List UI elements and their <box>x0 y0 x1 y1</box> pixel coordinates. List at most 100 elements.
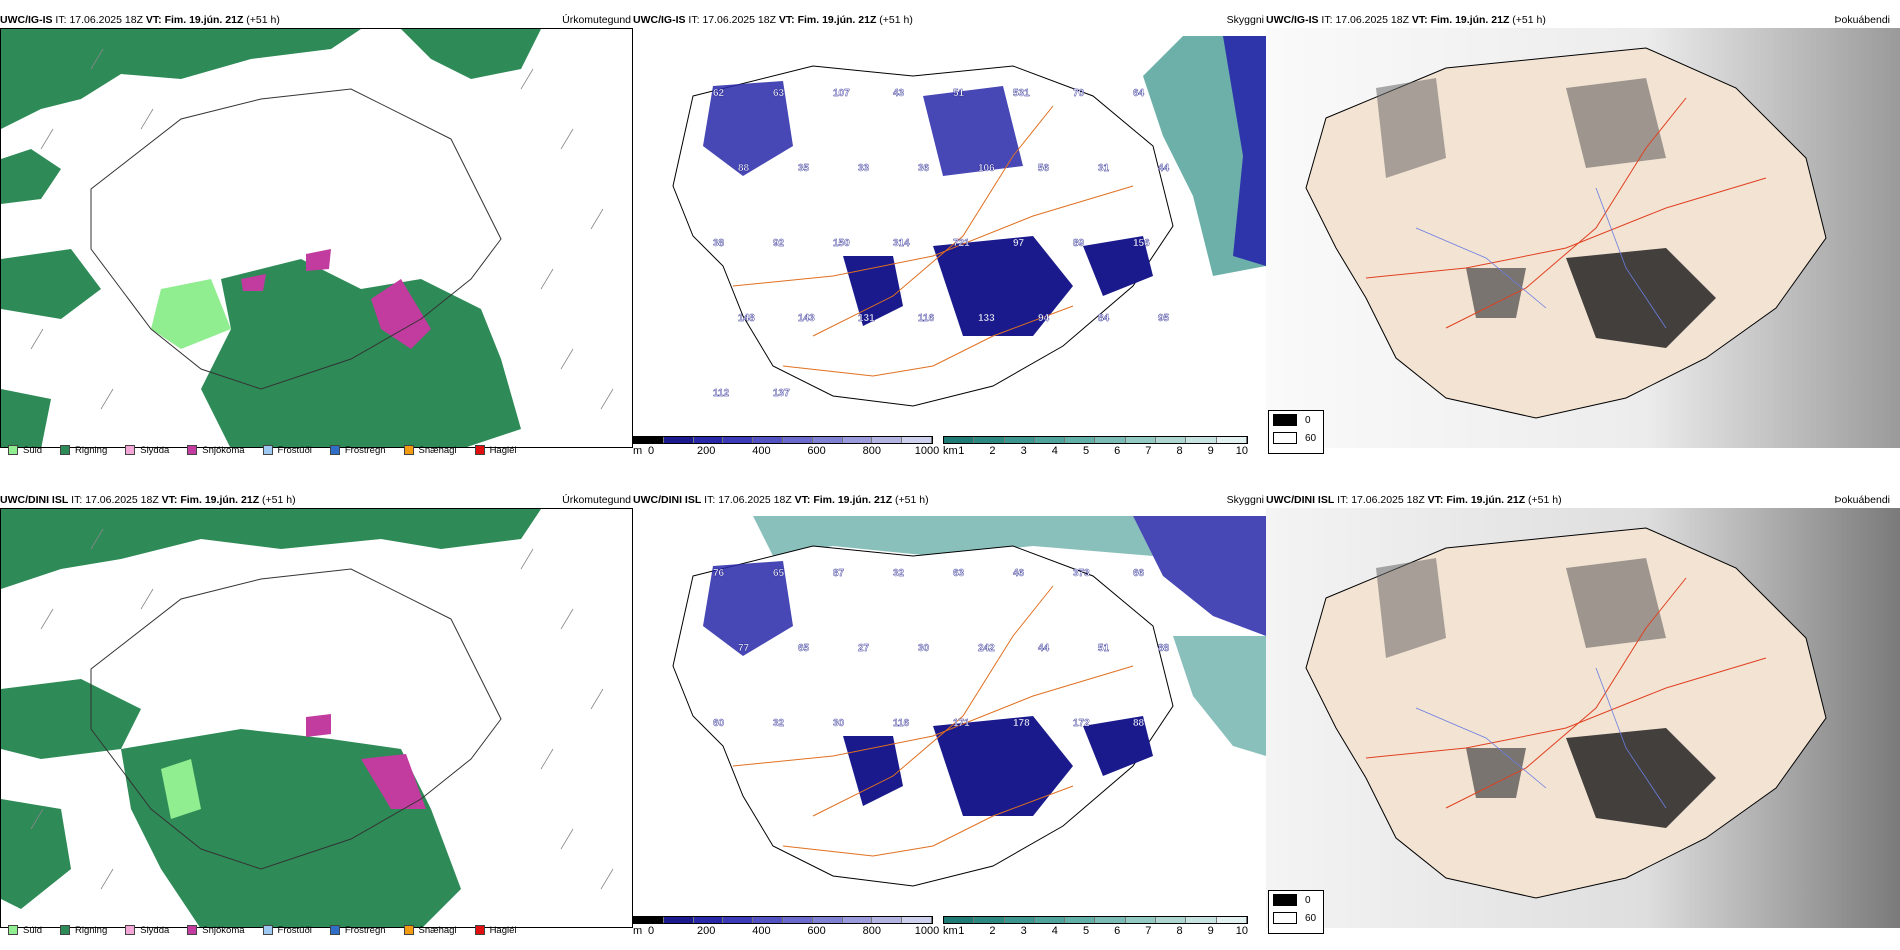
colorbar-tick-label: 10 <box>1235 925 1249 937</box>
colorbar-tick-label: 5 <box>1082 445 1090 457</box>
panel-title: Úrkomutegund <box>562 14 631 26</box>
cloud-base-label: 63 <box>953 568 965 579</box>
cloud-base-label: 64 <box>1133 88 1145 99</box>
panel-header: UWC/IG-IS IT: 17.06.2025 18Z VT: Fim. 19… <box>1266 14 1546 26</box>
cloud-base-label: 107 <box>833 88 850 99</box>
cloud-base-label: 44 <box>1038 643 1050 654</box>
colorbar-segment <box>753 437 783 443</box>
cloud-base-label: 62 <box>713 88 725 99</box>
cloud-base-colorbar: m 0 200 400 600 800 1000 <box>633 436 939 458</box>
cloud-base-label: 171 <box>953 718 970 729</box>
model-name: UWC/DINI ISL <box>633 494 702 506</box>
colorbar-tick-label: 9 <box>1207 925 1214 937</box>
colorbar-ticks: m 0 200 400 600 800 1000 <box>633 444 939 458</box>
cloud-base-label: 116 <box>893 718 910 729</box>
cloud-base-label: 156 <box>1133 238 1150 249</box>
colorbar-tick-label: 600 <box>807 445 826 457</box>
fog-legend: 0 60 <box>1268 410 1324 454</box>
legend-item-frostregn: Frostregn <box>329 445 386 456</box>
legend-item-slydda: Slydda <box>125 445 169 456</box>
colorbar-tick-label: 6 <box>1114 925 1121 937</box>
fog-swatch <box>1273 432 1297 444</box>
legend-swatch <box>187 445 198 455</box>
legend-item-slydda: Slydda <box>125 925 169 936</box>
colorbar-unit: m <box>633 445 643 457</box>
panel-header: UWC/DINI ISL IT: 17.06.2025 18Z VT: Fim.… <box>633 494 929 506</box>
legend-item-snaehagl: Snæhagl <box>403 445 457 456</box>
cloud-base-label: 30 <box>833 718 845 729</box>
cloud-base-label: 63 <box>773 88 785 99</box>
cloud-base-label: 76 <box>713 568 725 579</box>
colorbar-segment <box>663 917 694 923</box>
colorbar-segment <box>842 917 873 923</box>
colorbar-tick-label: 8 <box>1176 445 1183 457</box>
legend-item-snjokoma: Snjókoma <box>187 445 245 456</box>
precip-panel-top: UWC/IG-IS IT: 17.06.2025 18Z VT: Fim. 19… <box>0 12 633 464</box>
cloud-base-label: 131 <box>858 313 875 324</box>
colorbar-segment <box>753 917 783 923</box>
cloud-base-label: 106 <box>978 163 995 174</box>
cloud-base-label: 172 <box>1073 718 1090 729</box>
colorbar-tick-label: 400 <box>752 445 771 457</box>
precip-panel-bottom: UWC/DINI ISL IT: 17.06.2025 18Z VT: Fim.… <box>0 492 633 944</box>
fog-index-map <box>1266 28 1900 448</box>
cloud-base-map: 62 63 107 43 51 531 70 64 88 35 33 36 106 56 31 44 38 92 1… <box>633 36 1266 436</box>
cloud-base-label: 88 <box>1158 643 1170 654</box>
colorbar-segment <box>1216 917 1247 923</box>
colorbar-tick-label: 9 <box>1207 445 1214 457</box>
fog-legend-item: 60 <box>1269 909 1323 927</box>
fog-legend-item: 60 <box>1269 429 1323 447</box>
precip-legend: Súld Rigning Slydda Snjókoma Frostúði Fr… <box>0 920 633 940</box>
colorbar-segment <box>1216 437 1247 443</box>
colorbar-strip <box>943 916 1248 924</box>
cloud-base-label: 89 <box>1073 238 1085 249</box>
cloud-base-label: 35 <box>798 163 810 174</box>
vt-label: VT: <box>145 14 162 26</box>
cloud-base-label: 32 <box>893 568 905 579</box>
colorbar-tick-label: 4 <box>1051 925 1058 937</box>
colorbar-ticks: km 1 2 3 4 5 6 7 8 9 10 <box>943 924 1248 938</box>
cloud-base-label: 88 <box>1133 718 1145 729</box>
precip-type-map <box>0 508 633 928</box>
fog-legend-item: 0 <box>1269 411 1323 429</box>
cloud-base-label: 531 <box>1013 88 1030 99</box>
legend-swatch <box>125 445 136 455</box>
cloud-base-label: 133 <box>978 313 995 324</box>
cloud-base-label: 51 <box>953 88 965 99</box>
colorbar-segment <box>782 917 813 923</box>
cloud-base-label: 116 <box>918 313 935 324</box>
cloud-base-colorbar: m 0 200 400 600 800 1000 <box>633 916 939 938</box>
colorbar-segment <box>723 917 754 923</box>
colorbar-tick-label: 3 <box>1020 445 1027 457</box>
colorbar-ticks: m 0 200 400 600 800 1000 <box>633 924 939 938</box>
colorbar-tick-label: 1000 <box>914 445 940 457</box>
colorbar-tick-label: 10 <box>1235 445 1249 457</box>
colorbar-segment <box>812 437 843 443</box>
cloud-base-label: 70 <box>1073 88 1085 99</box>
colorbar-segment <box>1125 437 1157 443</box>
colorbar-ticks: km 1 2 3 4 5 6 7 8 9 10 <box>943 444 1248 458</box>
colorbar-tick-label: 2 <box>989 925 996 937</box>
colorbar-tick-label: 1000 <box>914 925 940 937</box>
legend-swatch <box>403 445 414 455</box>
colorbar-segment <box>1004 437 1035 443</box>
legend-item-frostudi: Frostúði <box>262 925 312 936</box>
visibility-colorbar: km 1 2 3 4 5 6 7 8 9 10 <box>943 436 1248 458</box>
colorbar-segment <box>1095 917 1126 923</box>
colorbar-unit: km <box>943 925 958 937</box>
colorbar-segment <box>1156 437 1187 443</box>
cloud-base-label: 31 <box>1098 163 1110 174</box>
cloud-base-label: 51 <box>1098 643 1110 654</box>
legend-item-frostregn: Frostregn <box>329 925 386 936</box>
cloud-base-label: 150 <box>833 238 850 249</box>
colorbar-tick-label: 1 <box>958 445 965 457</box>
cloud-base-label: 373 <box>1073 568 1090 579</box>
colorbar-segment <box>634 917 664 923</box>
legend-item-sudl: Súld <box>8 925 42 936</box>
colorbar-segment <box>872 917 903 923</box>
cloud-base-label: 95 <box>1158 313 1170 324</box>
panel-header: UWC/DINI ISL IT: 17.06.2025 18Z VT: Fim.… <box>0 494 296 506</box>
legend-item-snaehagl: Snæhagl <box>403 925 457 936</box>
legend-item-haglel: Haglél <box>474 445 517 456</box>
cloud-base-label: 36 <box>918 163 930 174</box>
